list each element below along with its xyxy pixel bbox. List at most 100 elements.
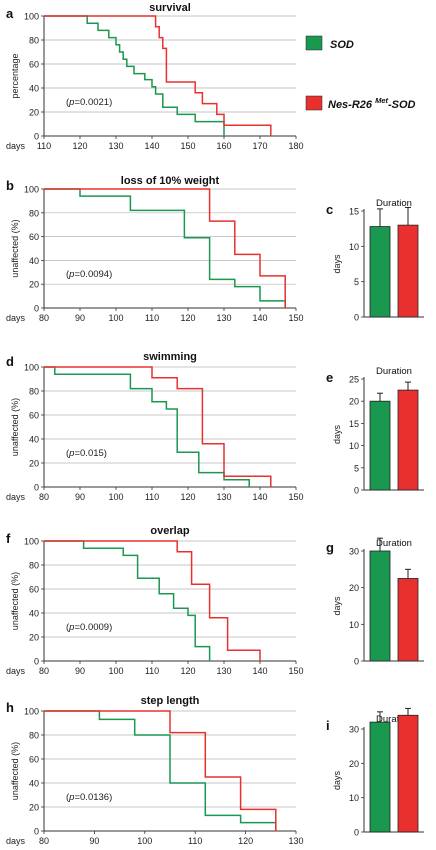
x-tick-label: 120 (180, 492, 195, 502)
y-tick-label: 40 (29, 435, 39, 445)
y-tick-label: 30 (349, 725, 359, 735)
chart-title: survival (149, 2, 191, 14)
legend-label-sod: SOD (330, 39, 354, 51)
y-tick-label: 0 (34, 132, 39, 142)
x-tick-label: 150 (288, 666, 303, 676)
p-symbol: p (68, 448, 74, 459)
y-tick-label: 100 (24, 707, 39, 717)
y-tick-label: 0 (354, 313, 359, 323)
panel-letter: c (326, 202, 333, 217)
x-tick-label: 120 (238, 836, 253, 846)
panel-d: d swimming 0 20 40 60 80 100 80 90 100 110 120 130 140… (6, 351, 304, 502)
y-axis-label: unaffected (%) (10, 742, 20, 800)
x-axis-label: days (6, 836, 26, 846)
series-line-nes-r26-met-sod (44, 366, 272, 487)
x-tick-label: 130 (216, 666, 231, 676)
y-tick-label: 40 (29, 609, 39, 619)
p-value-annotation: (p=0.0021) (66, 97, 112, 108)
x-tick-label: 130 (216, 313, 231, 323)
x-tick-label: 130 (216, 492, 231, 502)
y-tick-label: 5 (354, 277, 359, 287)
p-value-annotation: (p=0.0136) (66, 792, 112, 803)
x-tick-label: 80 (39, 836, 49, 846)
series-line-sod (44, 710, 277, 831)
x-tick-label: 120 (180, 666, 195, 676)
series-line-sod (44, 15, 225, 136)
x-tick-label: 80 (39, 666, 49, 676)
panel-letter: d (6, 354, 14, 369)
y-tick-label: 100 (24, 12, 39, 22)
panel-letter: h (6, 700, 14, 715)
p-open: ( (66, 269, 70, 280)
y-axis-label: percentage (10, 53, 20, 98)
legend-label-tail: -SOD (388, 99, 416, 111)
p-open: ( (66, 792, 70, 803)
panel-b: b loss of 10% weight 0 20 40 60 80 100 80 90 100 11… (6, 175, 304, 323)
x-tick-label: 100 (108, 313, 123, 323)
p-value: =0.0094) (74, 269, 112, 280)
panel-letter: g (326, 540, 334, 555)
y-tick-label: 0 (354, 828, 359, 838)
panel-g: g Duration 0 10 20 30 days (326, 537, 424, 667)
p-symbol: p (68, 97, 74, 108)
x-tick-label: 170 (252, 141, 267, 151)
y-tick-label: 0 (354, 486, 359, 496)
x-tick-label: 90 (75, 492, 85, 502)
y-axis-label: days (332, 424, 342, 444)
y-tick-label: 80 (29, 36, 39, 46)
y-tick-label: 0 (34, 827, 39, 837)
y-axis-label: unaffected (%) (10, 398, 20, 456)
p-symbol: p (68, 622, 74, 633)
p-value-annotation: (p=0.0094) (66, 269, 112, 280)
chart-title: Duration (376, 538, 412, 549)
x-axis-label: days (6, 666, 26, 676)
y-tick-label: 20 (29, 803, 39, 813)
y-tick-label: 15 (349, 419, 359, 429)
y-tick-label: 0 (34, 657, 39, 667)
bar-nes-r26-met-sod (397, 714, 419, 833)
legend-label-superscript: Met (375, 96, 388, 105)
panel-letter: f (6, 531, 11, 546)
x-tick-label: 160 (216, 141, 231, 151)
x-tick-label: 140 (252, 666, 267, 676)
x-axis-label: days (6, 492, 26, 502)
y-tick-label: 60 (29, 232, 39, 242)
y-tick-label: 100 (24, 537, 39, 547)
legend: SOD Nes-R26 Met-SOD (305, 35, 416, 111)
x-tick-label: 90 (75, 666, 85, 676)
panel-letter: i (326, 718, 330, 733)
x-tick-label: 150 (180, 141, 195, 151)
x-tick-label: 100 (108, 666, 123, 676)
x-tick-label: 150 (288, 313, 303, 323)
series-line-nes-r26-met-sod (44, 540, 261, 661)
x-tick-label: 110 (145, 666, 159, 676)
legend-label-nes-r26-met-sod: Nes-R26 Met-SOD (328, 96, 416, 111)
series-line-nes-r26-met-sod (44, 15, 272, 136)
x-tick-label: 130 (108, 141, 123, 151)
y-tick-label: 100 (24, 185, 39, 195)
x-tick-label: 140 (144, 141, 159, 151)
y-axis-label: unaffected (%) (10, 219, 20, 277)
x-tick-label: 80 (39, 313, 49, 323)
y-tick-label: 20 (29, 633, 39, 643)
p-open: ( (66, 97, 70, 108)
bar-nes-r26-met-sod (397, 389, 419, 491)
legend-label-main: Nes-R26 (328, 99, 375, 111)
p-symbol: p (68, 792, 74, 803)
x-tick-label: 100 (108, 492, 123, 502)
p-value-annotation: (p=0.0009) (66, 622, 112, 633)
y-tick-label: 80 (29, 731, 39, 741)
p-value: =0.0009) (74, 622, 112, 633)
x-tick-label: 150 (288, 492, 303, 502)
legend-swatch-nes-r26-met-sod (305, 95, 323, 111)
y-tick-label: 20 (29, 280, 39, 290)
bar-sod (369, 721, 391, 833)
panel-h: h step length 0 20 40 60 80 100 80 90 100 110 120 130… (6, 695, 304, 846)
y-tick-label: 20 (349, 397, 359, 407)
y-tick-label: 10 (349, 441, 359, 451)
bar-sod (369, 400, 391, 491)
series-line-nes-r26-met-sod (44, 710, 277, 831)
y-tick-label: 60 (29, 755, 39, 765)
chart-title: loss of 10% weight (121, 175, 220, 187)
